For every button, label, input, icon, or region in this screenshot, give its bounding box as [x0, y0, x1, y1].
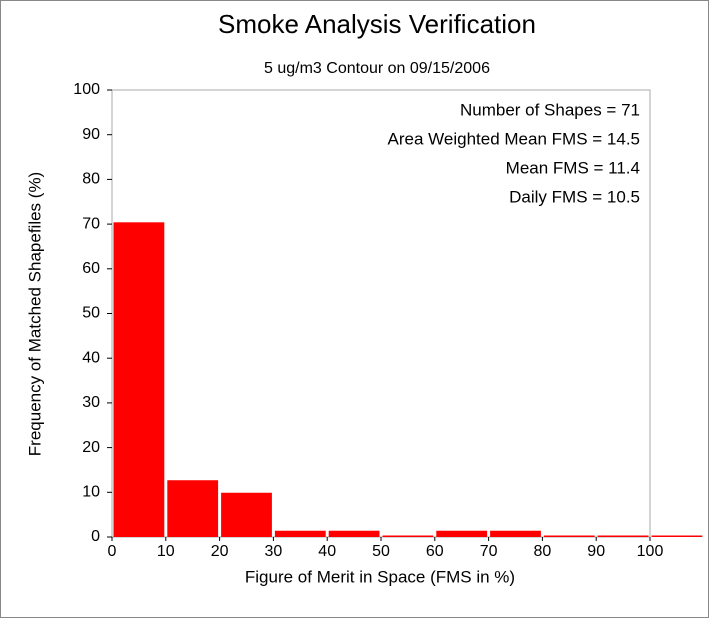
x-tick-label: 100 — [637, 543, 664, 560]
y-tick-label: 50 — [82, 305, 100, 322]
annotation: Area Weighted Mean FMS = 14.5 — [388, 129, 640, 148]
bar — [328, 530, 380, 537]
bar — [436, 530, 488, 537]
y-tick-label: 40 — [82, 349, 100, 366]
x-tick-label: 0 — [108, 543, 117, 560]
y-tick-label: 30 — [82, 394, 100, 411]
x-tick-label: 20 — [211, 543, 229, 560]
y-tick-label: 0 — [91, 528, 100, 545]
x-tick-label: 40 — [318, 543, 336, 560]
annotation: Daily FMS = 10.5 — [509, 187, 640, 206]
x-axis-label: Figure of Merit in Space (FMS in %) — [245, 567, 515, 586]
bar — [490, 530, 541, 537]
y-tick-label: 60 — [82, 260, 100, 277]
annotation: Mean FMS = 11.4 — [506, 158, 640, 177]
x-tick-label: 50 — [372, 543, 390, 560]
plot-area — [111, 89, 651, 538]
bar — [543, 535, 595, 537]
x-tick-label: 90 — [587, 543, 605, 560]
bar — [597, 535, 649, 537]
y-tick-label: 90 — [82, 126, 100, 143]
x-tick-label: 70 — [480, 543, 498, 560]
bar — [221, 492, 272, 537]
y-tick-label: 10 — [82, 484, 100, 501]
x-tick-label: 60 — [426, 543, 444, 560]
bar — [113, 222, 165, 537]
chart-subtitle: 5 ug/m3 Contour on 09/15/2006 — [264, 60, 490, 77]
y-tick-label: 20 — [82, 439, 100, 456]
bar — [167, 480, 219, 537]
y-tick-label: 100 — [73, 81, 100, 98]
bar — [651, 535, 703, 537]
bar — [274, 530, 326, 537]
y-tick-label: 70 — [82, 215, 100, 232]
bar — [382, 535, 434, 537]
chart-title: Smoke Analysis Verification — [218, 9, 536, 39]
x-tick-label: 10 — [157, 543, 175, 560]
y-axis-label: Frequency of Matched Shapefiles (%) — [25, 172, 44, 456]
x-tick-label: 30 — [265, 543, 283, 560]
y-tick-label: 80 — [82, 171, 100, 188]
x-tick-label: 80 — [534, 543, 552, 560]
annotation: Number of Shapes = 71 — [460, 100, 640, 119]
